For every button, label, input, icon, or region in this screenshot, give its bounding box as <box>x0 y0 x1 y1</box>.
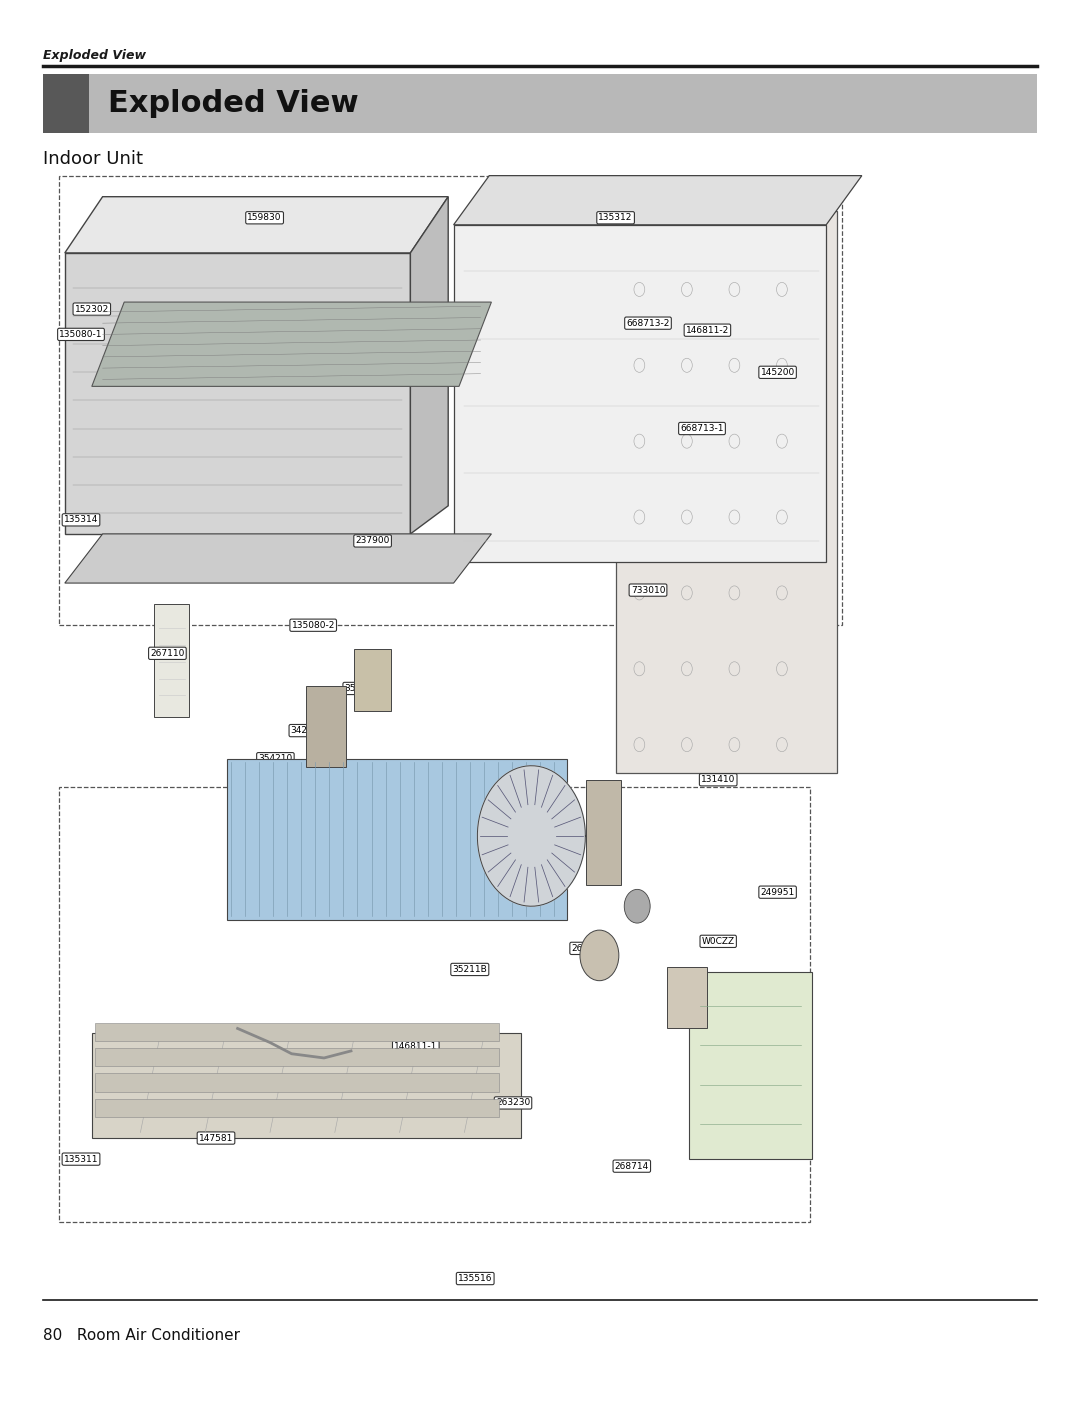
Polygon shape <box>354 649 391 711</box>
Polygon shape <box>667 967 707 1028</box>
FancyBboxPatch shape <box>43 74 89 133</box>
Polygon shape <box>616 211 837 773</box>
Polygon shape <box>454 225 826 562</box>
Polygon shape <box>65 253 410 534</box>
Text: 135311: 135311 <box>64 1155 98 1163</box>
Text: Exploded View: Exploded View <box>43 49 146 62</box>
Text: 268714: 268714 <box>615 1162 649 1170</box>
Polygon shape <box>92 302 491 386</box>
Text: 342800: 342800 <box>291 726 325 735</box>
Circle shape <box>624 889 650 923</box>
Text: 237900: 237900 <box>355 537 390 545</box>
Text: W0CZZ: W0CZZ <box>702 937 734 946</box>
Text: 35211B: 35211B <box>453 965 487 974</box>
Polygon shape <box>227 759 567 920</box>
Text: 146811-2: 146811-2 <box>686 326 729 334</box>
Polygon shape <box>65 534 491 583</box>
Text: 346810: 346810 <box>512 895 546 903</box>
Text: 131410: 131410 <box>701 776 735 784</box>
FancyBboxPatch shape <box>43 74 1037 133</box>
Polygon shape <box>95 1048 499 1066</box>
Text: 668713-2: 668713-2 <box>626 319 670 327</box>
Text: 145200: 145200 <box>760 368 795 377</box>
Text: 135080-2: 135080-2 <box>292 621 335 629</box>
Polygon shape <box>586 780 621 885</box>
Polygon shape <box>154 604 189 717</box>
Text: 135516: 135516 <box>458 1274 492 1283</box>
Text: 354210: 354210 <box>258 754 293 763</box>
Polygon shape <box>95 1023 499 1041</box>
Polygon shape <box>477 766 585 906</box>
Polygon shape <box>454 176 862 225</box>
Text: 249951: 249951 <box>760 888 795 896</box>
Polygon shape <box>95 1099 499 1117</box>
Text: 135080-1: 135080-1 <box>59 330 103 339</box>
Polygon shape <box>65 197 448 253</box>
Text: 80   Room Air Conditioner: 80 Room Air Conditioner <box>43 1328 240 1343</box>
Text: 359011: 359011 <box>345 684 379 693</box>
Polygon shape <box>95 1073 499 1092</box>
Circle shape <box>580 930 619 981</box>
Text: 147581: 147581 <box>199 1134 233 1142</box>
Text: 267110: 267110 <box>150 649 185 658</box>
Text: Indoor Unit: Indoor Unit <box>43 150 144 169</box>
Text: 263230: 263230 <box>496 1099 530 1107</box>
Text: 733010: 733010 <box>631 586 665 594</box>
Text: 668713-1: 668713-1 <box>680 424 724 433</box>
Text: Exploded View: Exploded View <box>108 90 359 118</box>
Text: 159830: 159830 <box>247 214 282 222</box>
Text: 146811-1: 146811-1 <box>394 1043 437 1051</box>
Polygon shape <box>92 1033 521 1138</box>
Text: 135314: 135314 <box>64 516 98 524</box>
Polygon shape <box>689 972 812 1159</box>
Text: 266090: 266090 <box>744 986 779 995</box>
Text: 264110: 264110 <box>571 944 606 953</box>
Text: 352150: 352150 <box>242 874 276 882</box>
Polygon shape <box>410 197 448 534</box>
Polygon shape <box>306 686 346 767</box>
Text: 135312: 135312 <box>598 214 633 222</box>
Text: 152302: 152302 <box>75 305 109 313</box>
